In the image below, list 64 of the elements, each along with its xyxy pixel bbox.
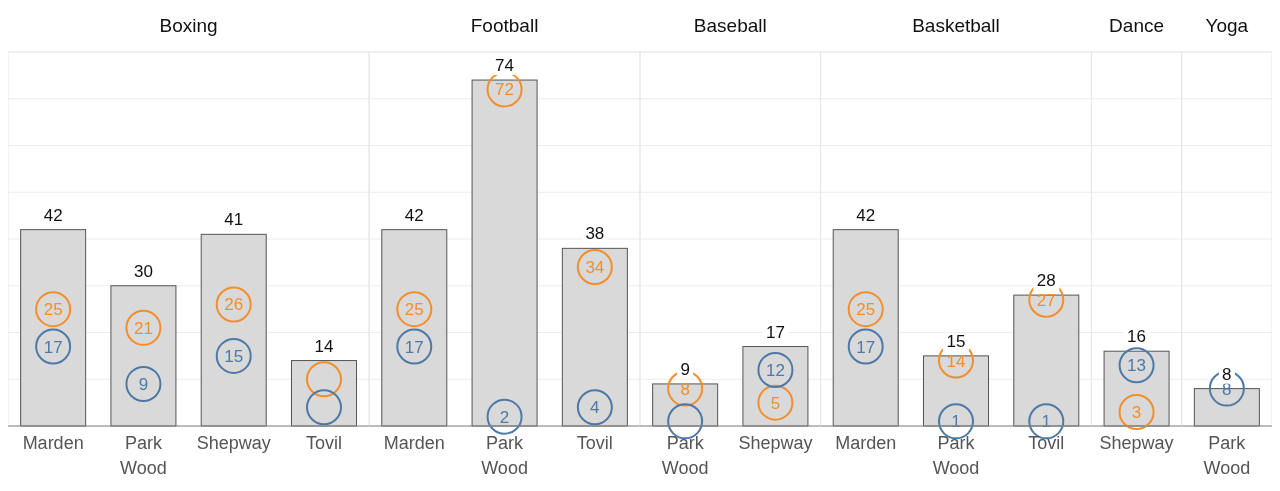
- data-label: 17: [43, 337, 63, 357]
- x-tick-label: Park Wood: [1203, 433, 1251, 478]
- data-label: 26: [224, 295, 244, 315]
- x-tick-label: Tovil: [305, 433, 343, 453]
- chart-title: Baseball: [693, 15, 767, 36]
- data-label: 30: [133, 261, 153, 281]
- point: [486, 398, 523, 435]
- data-label: 17: [404, 337, 424, 357]
- x-tick-label: Park Wood: [120, 433, 167, 478]
- data-label: 42: [404, 205, 424, 225]
- data-label: 15: [946, 331, 966, 351]
- data-label: 8: [1222, 364, 1232, 384]
- bar: [291, 360, 357, 427]
- chart-title: Boxing: [159, 15, 218, 36]
- data-label: 14: [314, 336, 334, 356]
- data-label: 9: [680, 359, 690, 379]
- data-label: 34: [585, 258, 605, 278]
- bar: [200, 233, 267, 427]
- data-label: 42: [43, 205, 63, 225]
- data-label: 16: [1127, 327, 1147, 347]
- x-tick-label: Shepway: [738, 433, 813, 453]
- data-label: 25: [43, 300, 63, 320]
- x-tick-label: Marden: [383, 433, 445, 453]
- point: [576, 389, 613, 426]
- data-label: 27: [1036, 290, 1056, 310]
- data-label: 1: [951, 412, 961, 432]
- data-label: 25: [856, 300, 876, 320]
- data-label: 5: [770, 393, 781, 413]
- x-tick-label: Shepway: [1099, 433, 1174, 453]
- chart-title: Football: [470, 15, 539, 36]
- x-tick-label: Park Wood: [481, 433, 528, 478]
- data-label: 21: [133, 318, 153, 338]
- chart-title: Yoga: [1205, 15, 1249, 36]
- bar: [20, 229, 87, 427]
- data-label: 13: [1127, 356, 1147, 376]
- data-label: 2: [499, 407, 510, 427]
- data-label: 8: [680, 379, 690, 399]
- data-label: 17: [765, 322, 785, 342]
- data-label: 25: [404, 300, 424, 320]
- data-label: 38: [585, 224, 605, 244]
- data-label: 12: [765, 360, 785, 380]
- x-tick-label: Park Wood: [661, 433, 709, 478]
- x-tick-label: Marden: [835, 433, 897, 453]
- data-label: 4: [590, 398, 600, 418]
- data-label: 3: [1131, 402, 1142, 422]
- x-tick-label: Shepway: [196, 433, 271, 453]
- data-label: 9: [138, 374, 149, 394]
- data-label: 72: [495, 80, 515, 100]
- x-tick-label: Tovil: [576, 433, 613, 453]
- data-label: 74: [495, 56, 515, 76]
- data-label: 28: [1036, 271, 1056, 291]
- data-label: 17: [856, 337, 876, 357]
- x-tick-label: Park Wood: [932, 433, 980, 478]
- chart-title: Basketball: [912, 15, 1000, 36]
- data-label: 14: [946, 351, 966, 371]
- data-label: 15: [224, 346, 244, 366]
- x-tick-label: Marden: [22, 433, 84, 453]
- data-label: 41: [224, 210, 244, 230]
- chart-title: Dance: [1109, 15, 1165, 36]
- data-label: 42: [856, 205, 876, 225]
- data-label: 1: [1041, 412, 1052, 432]
- x-tick-label: Tovil: [1028, 433, 1065, 453]
- bar: [110, 285, 177, 427]
- point: [125, 365, 162, 402]
